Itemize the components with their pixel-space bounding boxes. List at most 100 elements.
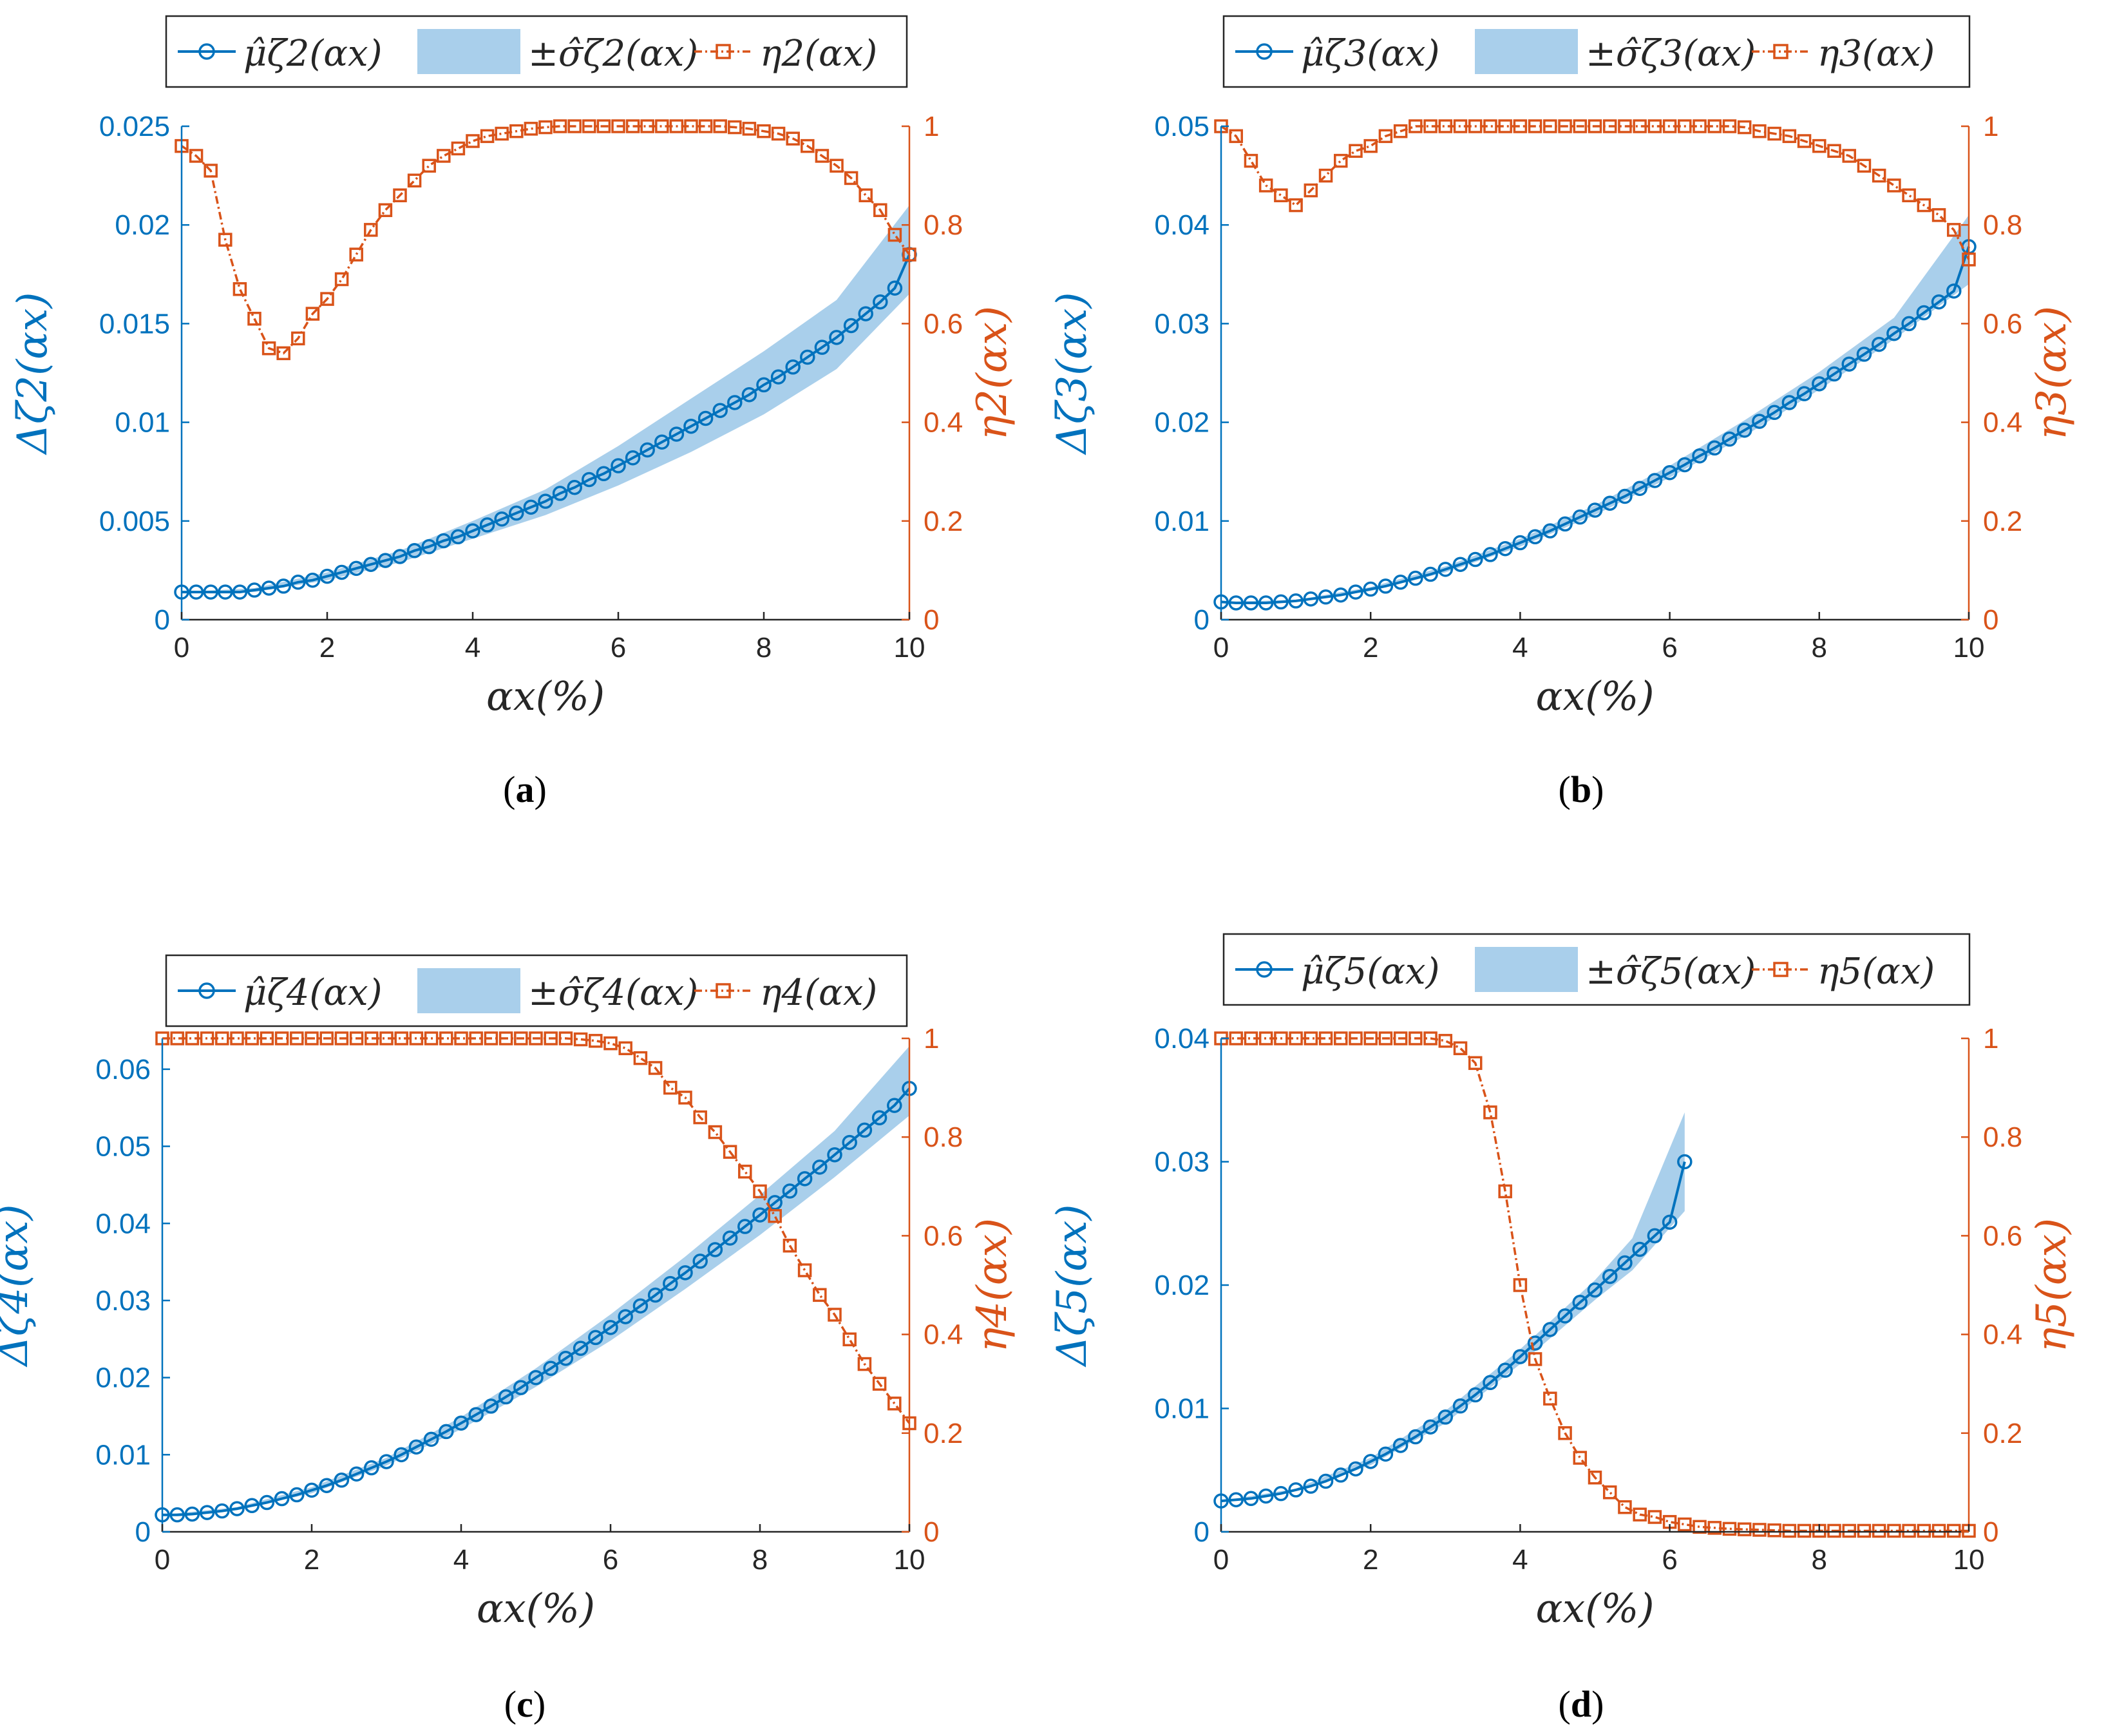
mu-point: [770, 369, 786, 385]
eta-point: [1349, 1031, 1363, 1045]
mu-point: [707, 1242, 723, 1257]
mu-point: [1258, 1488, 1274, 1504]
y-right-tick-label: 0.4: [924, 1319, 963, 1351]
eta-point: [1767, 1523, 1781, 1538]
mu-point: [406, 543, 422, 558]
eta-point: [1752, 124, 1767, 138]
mu-point: [450, 529, 466, 545]
x-tick-label: 0: [1213, 1544, 1229, 1576]
x-tick-label: 2: [319, 632, 335, 663]
panel-c: 0 2 4 6 8 1000.010.020.030.040.050.0600.20.40…: [0, 954, 1016, 1725]
eta-point: [1468, 119, 1483, 133]
eta-point: [1498, 119, 1512, 133]
eta-line: [181, 125, 911, 355]
mu-point: [465, 523, 480, 539]
legend-mu-marker: [198, 982, 215, 999]
mu-point: [618, 1309, 633, 1324]
y-left-label: Δζ5(αx): [1048, 1205, 1096, 1368]
mu-point: [1901, 316, 1917, 332]
mu-point: [259, 1494, 275, 1511]
eta-point: [1318, 168, 1333, 183]
mu-point: [1363, 1454, 1378, 1469]
mu-point: [1647, 473, 1663, 488]
mu-point: [1602, 495, 1618, 511]
eta-point: [1438, 1034, 1453, 1048]
eta-point: [1363, 1031, 1378, 1045]
eta-point: [245, 1031, 259, 1045]
mu-point: [1542, 1322, 1558, 1337]
x-axis-label: αx(%): [1535, 1585, 1654, 1632]
eta-point: [1857, 1523, 1872, 1538]
panel-label: (d): [1559, 1683, 1604, 1725]
mu-point: [304, 1482, 319, 1498]
mu-line: [182, 254, 911, 594]
eta-point: [1573, 119, 1588, 133]
mu-point: [305, 572, 321, 588]
eta-point: [1678, 1517, 1692, 1532]
panel-label-letter: c: [517, 1683, 533, 1725]
eta-point: [693, 1110, 707, 1125]
eta-point: [797, 1263, 812, 1277]
eta-point: [1737, 1522, 1752, 1536]
mu-point: [1288, 593, 1304, 609]
mu-point: [276, 578, 291, 594]
mu-point: [1647, 1228, 1663, 1244]
eta-point: [1274, 188, 1288, 202]
y-right-tick-label: 0.8: [924, 1121, 963, 1153]
eta-point: [1872, 1523, 1886, 1538]
mu-point: [1692, 448, 1707, 464]
mu-point: [348, 560, 364, 577]
mu-point: [800, 349, 815, 365]
eta-point: [1513, 119, 1528, 133]
x-tick-label: 6: [603, 1544, 618, 1576]
eta-point: [553, 119, 567, 133]
eta-point: [1573, 1451, 1588, 1465]
legend: μ̂ζ4(αx) ±σ̂ζ4(αx) η4(αx): [165, 954, 908, 1027]
eta-point: [424, 1031, 439, 1045]
mu-point: [523, 499, 539, 515]
eta-point: [1707, 119, 1722, 133]
eta-point: [498, 1031, 513, 1045]
eta-point: [230, 1031, 244, 1045]
x-tick-label: 6: [1662, 632, 1677, 663]
mu-point: [1916, 305, 1932, 321]
mu-point: [203, 584, 218, 600]
eta-point: [1304, 1031, 1318, 1045]
panel-label-close: ): [535, 768, 547, 810]
eta-point: [170, 1031, 184, 1045]
mu-point: [1856, 347, 1872, 362]
legend: μ̂ζ5(αx) ±σ̂ζ5(αx) η5(αx): [1222, 933, 1971, 1006]
mu-point: [1483, 1375, 1498, 1391]
eta-point: [529, 1031, 543, 1045]
eta-point: [1797, 1523, 1812, 1538]
eta-point: [1588, 119, 1602, 133]
y-left-tick-label: 0.06: [95, 1054, 151, 1085]
eta-point: [1244, 1031, 1258, 1045]
y-left-tick-label: 0.01: [1154, 506, 1210, 537]
eta-point: [1737, 120, 1752, 135]
panel-label: (a): [503, 768, 547, 810]
mu-point: [528, 1369, 544, 1386]
eta-point: [394, 1031, 408, 1045]
eta-point: [1827, 1523, 1841, 1538]
y-left-label: Δζ4(αx): [0, 1205, 37, 1368]
eta-point: [1931, 208, 1946, 222]
mu-point: [1736, 423, 1752, 438]
eta-point: [1423, 119, 1437, 133]
y-left-label: Δζ3(αx): [1048, 292, 1096, 456]
y-left-label: Δζ2(αx): [9, 292, 57, 456]
mu-point: [782, 1183, 798, 1199]
panel-label-close: ): [1591, 1683, 1604, 1725]
y-right-tick-label: 0: [1983, 1516, 1998, 1548]
x-tick-label: 4: [465, 632, 480, 663]
eta-point: [1917, 1523, 1931, 1538]
mu-point: [625, 450, 641, 466]
y-left-tick-label: 0: [1194, 604, 1210, 636]
mu-point: [394, 1447, 409, 1463]
mu-point: [692, 1254, 708, 1269]
mu-point: [1243, 1491, 1259, 1507]
eta-point: [1483, 1105, 1497, 1120]
eta-point: [1289, 1031, 1303, 1045]
mu-point: [483, 1398, 499, 1414]
eta-point: [1797, 134, 1812, 148]
